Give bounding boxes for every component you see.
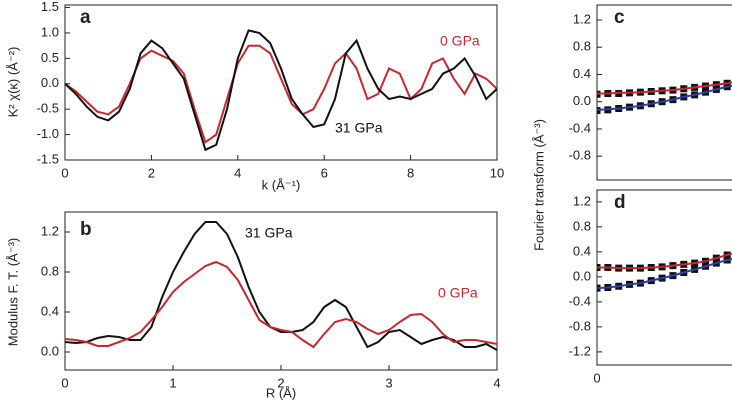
data-line [597, 258, 732, 290]
x-tick-label: 6 [321, 165, 328, 180]
x-tick-label: 4 [493, 375, 500, 390]
y-axis-label: Fourier transform (Å⁻³) [531, 119, 546, 251]
plot-frame [64, 4, 498, 161]
x-tick-label: 0 [61, 165, 68, 180]
data-line [65, 29, 497, 152]
y-tick-label: -0.4 [569, 120, 591, 135]
plot-area [597, 251, 732, 292]
x-tick-label: 1 [169, 375, 176, 390]
plot-area [65, 221, 497, 351]
series-label: 0 GPa [438, 285, 478, 301]
y-tick-label: 0.0 [41, 343, 59, 358]
plot-frame [596, 189, 732, 366]
panel-label: d [614, 192, 626, 213]
y-tick-label: -1.0 [37, 126, 59, 141]
y-tick-label: 0.8 [41, 263, 59, 278]
y-tick-label: -0.8 [569, 318, 591, 333]
series-label: 31 GPa [335, 120, 383, 136]
x-axis-label: R (Å) [266, 385, 296, 400]
y-tick-label: -0.4 [569, 293, 591, 308]
y-tick-label: 0.0 [41, 75, 59, 90]
y-tick-label: -1.5 [37, 151, 59, 166]
y-axis-label: K² χ(κ) (Å⁻²) [5, 47, 20, 118]
y-tick-label: 0.4 [41, 303, 59, 318]
series-label: 31 GPa [245, 225, 293, 241]
x-tick-label: 2 [277, 375, 284, 390]
x-tick-label: 0 [61, 375, 68, 390]
y-tick-label: 0.0 [573, 93, 591, 108]
data-line [597, 84, 732, 111]
data-line [597, 81, 732, 95]
y-tick-label: 0.8 [573, 218, 591, 233]
series-label: 0 GPa [440, 33, 480, 49]
y-tick-label: 1.2 [41, 223, 59, 238]
y-tick-label: -1.2 [569, 343, 591, 358]
data-line [65, 221, 497, 351]
x-tick-label: 3 [385, 375, 392, 390]
x-axis-label: k (Å⁻¹) [262, 177, 301, 192]
y-tick-label: 1.5 [41, 0, 59, 14]
panel-label: b [80, 219, 92, 240]
x-tick-label: 0 [593, 370, 600, 385]
panel-label: c [614, 7, 625, 28]
y-tick-label: 0.4 [573, 66, 591, 81]
y-tick-label: 0.8 [573, 39, 591, 54]
x-tick-label: 10 [490, 165, 504, 180]
y-tick-label: 0.5 [41, 50, 59, 65]
x-tick-label: 4 [234, 165, 241, 180]
y-tick-label: -0.8 [569, 148, 591, 163]
y-tick-label: -0.5 [37, 101, 59, 116]
y-tick-label: 0.0 [573, 268, 591, 283]
data-line [65, 44, 497, 144]
plot-area [65, 29, 497, 152]
x-tick-label: 2 [148, 165, 155, 180]
y-tick-label: 0.4 [573, 243, 591, 258]
plot-area [597, 79, 732, 115]
y-tick-label: 1.2 [573, 11, 591, 26]
y-axis-label: Modulus F. T. (Å⁻³) [5, 238, 20, 346]
x-tick-label: 8 [407, 165, 414, 180]
panel-label: a [80, 7, 91, 28]
y-tick-label: 1.0 [41, 24, 59, 39]
y-tick-label: 1.2 [573, 193, 591, 208]
data-line [597, 252, 732, 270]
data-line [65, 260, 497, 349]
